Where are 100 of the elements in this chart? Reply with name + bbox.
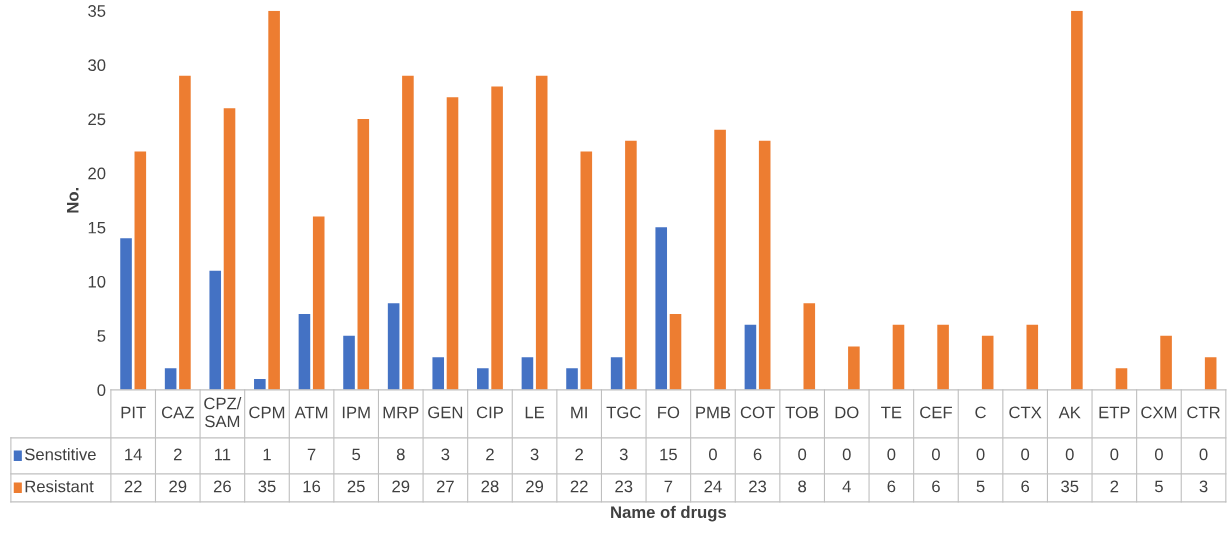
x-tick-label: GEN [428, 406, 463, 419]
data-label: 1 [263, 448, 271, 461]
bar [892, 324, 905, 390]
data-label: 22 [124, 480, 142, 493]
bar [223, 108, 236, 390]
x-tick-label: DO [835, 406, 859, 419]
bar [937, 324, 949, 390]
bar [625, 140, 637, 390]
data-label: 3 [1199, 480, 1208, 493]
data-label: 7 [664, 480, 673, 493]
bar [655, 227, 668, 390]
y-tick-label: 25 [88, 113, 106, 126]
bar [1115, 368, 1128, 390]
x-tick-label: ATM [294, 406, 328, 419]
data-label: 0 [708, 448, 717, 461]
bar [477, 368, 489, 390]
y-tick-label: 20 [88, 167, 106, 180]
data-label: 11 [214, 448, 231, 461]
bar [209, 270, 222, 390]
data-label: 5 [976, 480, 985, 493]
x-tick-label: IPM [342, 406, 370, 419]
legend-label: Senstitive [25, 448, 96, 461]
y-tick-label: 30 [88, 59, 106, 72]
x-tick-label: CPM [249, 406, 285, 419]
data-label: 4 [842, 480, 851, 493]
x-tick-label: CAZ [161, 406, 194, 419]
x-tick-label: CTR [1187, 406, 1220, 419]
bar [669, 313, 682, 390]
x-tick-label: TGC [606, 406, 641, 419]
x-tick-label: COT [740, 406, 775, 419]
data-label: 8 [798, 480, 807, 493]
data-label: 6 [932, 480, 940, 493]
bar [566, 368, 578, 390]
x-tick-label: AK [1058, 406, 1081, 419]
bar [1026, 324, 1039, 390]
bar [134, 151, 147, 390]
bar [1071, 10, 1083, 390]
data-label: 0 [842, 448, 851, 461]
x-tick-label: C [975, 406, 986, 419]
data-label: 0 [1021, 448, 1030, 461]
bar [402, 75, 414, 390]
x-tick-label: CEF [920, 406, 952, 419]
bar [1160, 335, 1172, 390]
bar [1204, 357, 1217, 390]
data-label: 6 [753, 448, 762, 461]
data-label: 2 [575, 448, 583, 461]
data-label: 0 [931, 448, 940, 461]
bar [610, 357, 623, 390]
y-tick-label: 15 [88, 221, 106, 234]
bar [254, 378, 266, 390]
x-tick-label: MRP [383, 406, 419, 419]
bar [446, 97, 459, 390]
data-label: 3 [619, 448, 628, 461]
x-tick-label: CPZ/ SAM [204, 397, 242, 428]
data-label: 35 [1061, 480, 1079, 493]
bar [714, 129, 726, 390]
x-tick-label: PIT [121, 406, 146, 419]
bar [120, 238, 132, 390]
data-label: 3 [441, 448, 450, 461]
data-label: 2 [486, 448, 494, 461]
y-axis-title: No. [67, 187, 79, 213]
bar [357, 119, 370, 390]
data-label: 6 [887, 480, 896, 493]
data-label: 28 [481, 480, 499, 493]
bar [432, 357, 445, 390]
data-label: 0 [1065, 448, 1074, 461]
data-label: 29 [526, 480, 544, 493]
data-label: 0 [798, 448, 807, 461]
x-tick-label: CTX [1009, 406, 1042, 419]
data-label: 3 [530, 448, 539, 461]
x-tick-label: CIP [476, 406, 503, 419]
x-tick-label: TE [881, 406, 902, 419]
legend-label: Resistant [25, 480, 94, 493]
bar [298, 313, 311, 390]
data-label: 24 [704, 480, 722, 493]
y-tick-label: 0 [97, 384, 106, 397]
data-label: 0 [1154, 448, 1163, 461]
x-tick-label: TOB [785, 406, 819, 419]
data-label: 7 [307, 448, 316, 461]
x-tick-label: ETP [1099, 406, 1130, 419]
x-tick-label: MI [571, 406, 587, 419]
data-label: 27 [436, 480, 454, 493]
data-label: 6 [1021, 480, 1030, 493]
y-tick-label: 35 [88, 5, 106, 17]
data-label: 25 [347, 480, 365, 493]
bar [521, 357, 534, 390]
x-tick-label: CXM [1141, 406, 1177, 419]
bar [268, 10, 280, 390]
data-label: 29 [169, 480, 187, 493]
data-label: 5 [1154, 480, 1163, 493]
data-label: 29 [392, 480, 410, 493]
y-tick-label: 10 [88, 275, 106, 288]
bar [535, 75, 548, 390]
data-label: 0 [976, 448, 985, 461]
data-label: 2 [1110, 480, 1119, 493]
data-label: 16 [303, 480, 321, 493]
bar [848, 346, 860, 390]
bar [491, 86, 503, 390]
data-label: 15 [660, 448, 677, 461]
bar [744, 324, 757, 390]
